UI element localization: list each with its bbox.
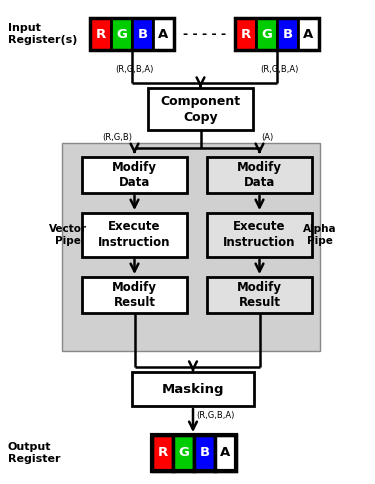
Bar [132, 372, 254, 406]
Bar [235, 18, 319, 50]
Text: R: R [95, 28, 106, 41]
Text: B: B [200, 447, 210, 459]
Text: Modify
Data: Modify Data [112, 161, 157, 190]
Text: - - - - -: - - - - - [183, 28, 226, 41]
Bar [194, 435, 215, 471]
Bar [235, 18, 256, 50]
Text: Component
Copy: Component Copy [160, 94, 241, 123]
Bar [207, 157, 312, 193]
Bar [256, 18, 277, 50]
Bar [153, 18, 174, 50]
Bar [148, 88, 253, 130]
Bar [90, 18, 174, 50]
Text: Output
Register: Output Register [8, 442, 60, 464]
Bar [207, 213, 312, 257]
Bar [207, 277, 312, 313]
Text: A: A [158, 28, 169, 41]
Bar [173, 435, 194, 471]
Text: Execute
Instruction: Execute Instruction [223, 221, 296, 249]
Text: A: A [303, 28, 313, 41]
Text: G: G [116, 28, 127, 41]
Text: G: G [178, 447, 189, 459]
Bar [82, 213, 187, 257]
Bar [90, 18, 111, 50]
Text: R: R [158, 447, 168, 459]
Text: Modify
Result: Modify Result [112, 281, 157, 309]
Text: B: B [137, 28, 147, 41]
Text: B: B [282, 28, 292, 41]
Text: Input
Register(s): Input Register(s) [8, 23, 77, 45]
Text: (R,G,B): (R,G,B) [102, 133, 132, 142]
Bar [132, 18, 153, 50]
Text: Vector
Pipe: Vector Pipe [49, 224, 87, 246]
Bar [215, 435, 236, 471]
Text: R: R [240, 28, 250, 41]
Bar [277, 18, 298, 50]
Bar [82, 277, 187, 313]
Bar [82, 157, 187, 193]
Text: Modify
Data: Modify Data [237, 161, 282, 190]
Text: A: A [220, 447, 231, 459]
Text: (R,G,B,A): (R,G,B,A) [115, 65, 153, 74]
Text: (R,G,B,A): (R,G,B,A) [196, 411, 234, 420]
Text: Modify
Result: Modify Result [237, 281, 282, 309]
Text: Alpha
Pipe: Alpha Pipe [303, 224, 337, 246]
Bar [62, 143, 320, 351]
Text: Masking: Masking [162, 382, 224, 395]
Bar [111, 18, 132, 50]
Text: Execute
Instruction: Execute Instruction [98, 221, 171, 249]
Bar [152, 435, 173, 471]
Text: (R,G,B,A): (R,G,B,A) [260, 65, 298, 74]
Text: (A): (A) [261, 133, 274, 142]
Bar [152, 435, 236, 471]
Text: G: G [261, 28, 272, 41]
Bar [298, 18, 319, 50]
